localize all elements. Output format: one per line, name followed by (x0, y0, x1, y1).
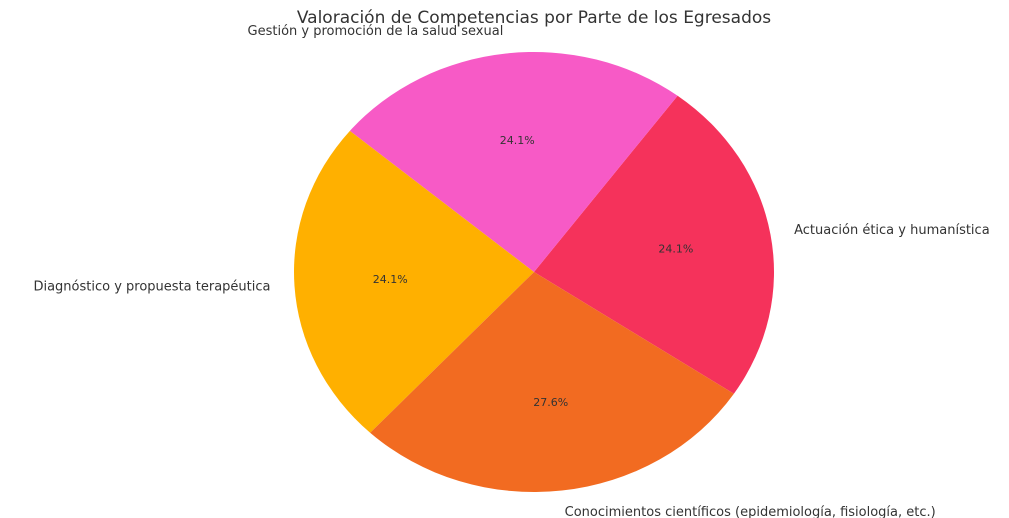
pie-slice (294, 130, 534, 433)
slice-percent: 24.1% (373, 273, 408, 286)
slice-label: Conocimientos científicos (epidemiología… (565, 505, 936, 518)
slice-label: Gestión y promoción de la salud sexual (248, 24, 504, 39)
slice-percent: 24.1% (500, 134, 535, 147)
slice-label: Diagnóstico y propuesta terapéutica (33, 279, 270, 294)
pie-slice (370, 272, 734, 493)
pie-slice (349, 52, 678, 272)
pie-slice (534, 95, 775, 394)
chart-title: Valoración de Competencias por Parte de … (297, 8, 771, 28)
slice-label: Actuación ética y humanística (794, 223, 990, 238)
slice-percent: 27.6% (533, 396, 568, 409)
slice-percent: 24.1% (658, 242, 693, 255)
